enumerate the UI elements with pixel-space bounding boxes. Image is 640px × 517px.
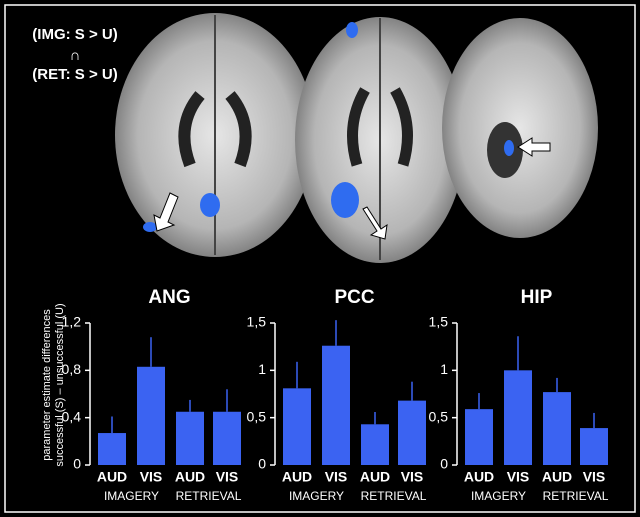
y-tick-label: 1 <box>258 361 266 377</box>
x-tick-label: AUD <box>175 469 205 485</box>
bar <box>322 346 350 465</box>
bar <box>98 433 126 465</box>
x-tick-label: AUD <box>464 469 494 485</box>
bar <box>465 409 493 465</box>
brain-slices <box>115 13 598 263</box>
chart-title: PCC <box>334 287 374 308</box>
group-label: RETRIEVAL <box>361 489 427 503</box>
y-axis-label: successful (S) – unsuccessful (U) <box>54 303 66 466</box>
group-label: IMAGERY <box>289 489 344 503</box>
bar <box>283 388 311 465</box>
contrast-line: (RET: S > U) <box>32 66 117 83</box>
group-label: IMAGERY <box>471 489 526 503</box>
y-axis-label: parameter estimate differences <box>41 309 53 461</box>
bar <box>361 424 389 465</box>
chart-title: ANG <box>148 287 190 308</box>
contrast-line: ∩ <box>70 47 81 64</box>
bar <box>580 428 608 465</box>
y-tick-label: 0,5 <box>429 408 449 424</box>
y-tick-label: 0 <box>440 456 448 472</box>
bar <box>543 392 571 465</box>
x-tick-label: VIS <box>401 469 424 485</box>
x-tick-label: VIS <box>325 469 348 485</box>
x-tick-label: AUD <box>542 469 572 485</box>
group-label: RETRIEVAL <box>176 489 242 503</box>
x-tick-label: AUD <box>360 469 390 485</box>
bar <box>213 412 241 465</box>
group-label: RETRIEVAL <box>543 489 609 503</box>
y-tick-label: 0,5 <box>247 408 267 424</box>
x-tick-label: VIS <box>583 469 606 485</box>
bar <box>398 401 426 465</box>
y-tick-label: 1,5 <box>429 314 449 330</box>
y-tick-label: 0 <box>73 456 81 472</box>
contrast-line: (IMG: S > U) <box>32 26 117 43</box>
y-tick-label: 1 <box>440 361 448 377</box>
group-label: IMAGERY <box>104 489 159 503</box>
x-tick-label: AUD <box>282 469 312 485</box>
x-tick-label: VIS <box>140 469 163 485</box>
y-tick-label: 0 <box>258 456 266 472</box>
y-tick-label: 1,5 <box>247 314 267 330</box>
x-tick-label: AUD <box>97 469 127 485</box>
bar <box>176 412 204 465</box>
x-tick-label: VIS <box>216 469 239 485</box>
figure: (IMG: S > U) ∩ (RET: S > U) 00,40,81,2AU… <box>0 0 640 517</box>
bar <box>504 370 532 465</box>
bar <box>137 367 165 465</box>
chart-title: HIP <box>521 287 553 308</box>
page: (IMG: S > U) ∩ (RET: S > U) 00,40,81,2AU… <box>0 0 640 517</box>
x-tick-label: VIS <box>507 469 530 485</box>
